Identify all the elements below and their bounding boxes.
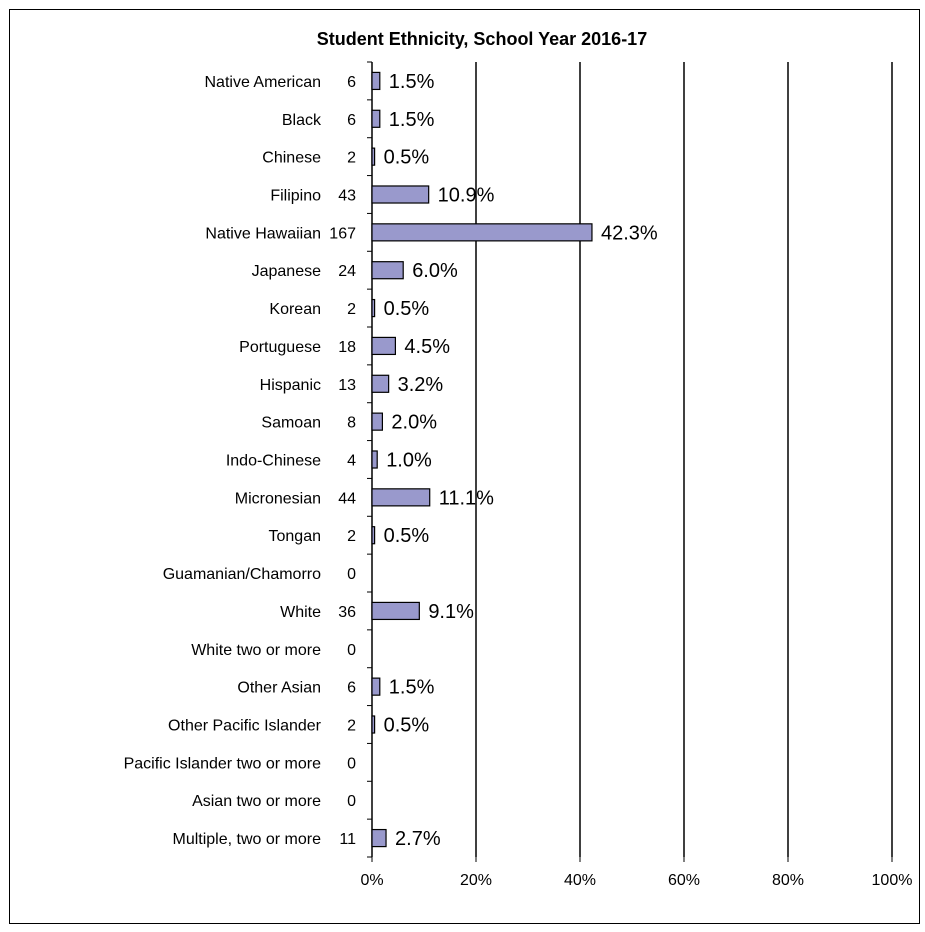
category-label: Samoan [261,415,321,432]
chart-title: Student Ethnicity, School Year 2016-17 [317,29,647,49]
count-label: 0 [347,566,356,583]
bar [371,109,381,128]
category-label: Korean [269,301,321,318]
count-label: 24 [338,263,356,280]
count-label: 8 [347,415,356,432]
category-label: Chinese [262,150,321,167]
count-label: 0 [347,793,356,810]
category-label: Pacific Islander two or more [124,755,322,772]
value-label: 0.5% [384,715,430,737]
count-label: 6 [347,112,356,129]
category-label: Indo-Chinese [226,453,321,470]
category-label: Tongan [269,528,322,545]
count-label: 4 [347,453,356,470]
count-label: 11 [339,831,356,848]
x-tick-label: 40% [564,872,596,889]
count-label: 43 [338,188,356,205]
value-label: 1.0% [386,450,432,472]
category-label: Portuguese [239,339,321,356]
category-label: Hispanic [260,377,321,394]
value-label: 2.7% [395,828,441,850]
category-label: Guamanian/Chamorro [163,566,321,583]
bar [371,71,381,91]
category-label: Native American [205,74,322,91]
count-label: 167 [329,225,356,242]
value-label: 1.5% [389,677,435,699]
value-label: 9.1% [428,601,474,623]
category-label: Other Asian [237,680,321,697]
category-label: Multiple, two or more [173,831,322,848]
bar [371,715,376,734]
bar [371,185,430,204]
count-label: 13 [338,377,356,394]
category-label: Other Pacific Islander [168,718,322,735]
bar [371,601,420,621]
count-label: 0 [347,642,356,659]
bar [371,828,387,848]
category-label: Filipino [270,188,321,205]
bar [371,336,396,356]
x-tick-label: 80% [772,872,804,889]
category-label: Japanese [252,263,321,280]
bar [371,147,376,166]
count-label: 36 [338,604,356,621]
bar [371,526,376,545]
count-label: 44 [338,490,356,507]
value-label: 6.0% [412,260,458,282]
category-label: Black [282,112,322,129]
category-label: White two or more [191,642,321,659]
count-label: 2 [347,150,356,167]
bar [371,374,390,393]
x-tick-label: 60% [668,872,700,889]
value-label: 0.5% [384,298,430,320]
count-label: 0 [347,755,356,772]
count-label: 2 [347,301,356,318]
value-label: 2.0% [391,412,437,434]
bar [371,412,383,431]
value-label: 11.1% [439,487,494,509]
bar [371,488,431,507]
category-label: Micronesian [235,490,321,507]
value-label: 1.5% [389,71,435,93]
bar [371,450,378,469]
x-tick-label: 20% [460,872,492,889]
x-tick-label: 100% [872,872,913,889]
bar [371,298,376,318]
bar [371,261,404,280]
bar [371,677,381,696]
count-label: 2 [347,718,356,735]
category-label: Native Hawaiian [205,225,321,242]
value-label: 3.2% [398,374,444,396]
count-label: 6 [347,680,356,697]
count-label: 2 [347,528,356,545]
value-label: 0.5% [384,525,430,547]
category-label: White [280,604,321,621]
x-tick-label: 0% [360,872,383,889]
value-label: 4.5% [404,336,450,358]
value-label: 1.5% [389,109,435,131]
value-label: 0.5% [384,147,430,169]
value-label: 10.9% [438,185,495,207]
category-label: Asian two or more [192,793,321,810]
chart-frame [9,9,920,924]
count-label: 6 [347,74,356,91]
value-label: 42.3% [601,222,658,244]
bar [371,223,593,242]
count-label: 18 [338,339,356,356]
